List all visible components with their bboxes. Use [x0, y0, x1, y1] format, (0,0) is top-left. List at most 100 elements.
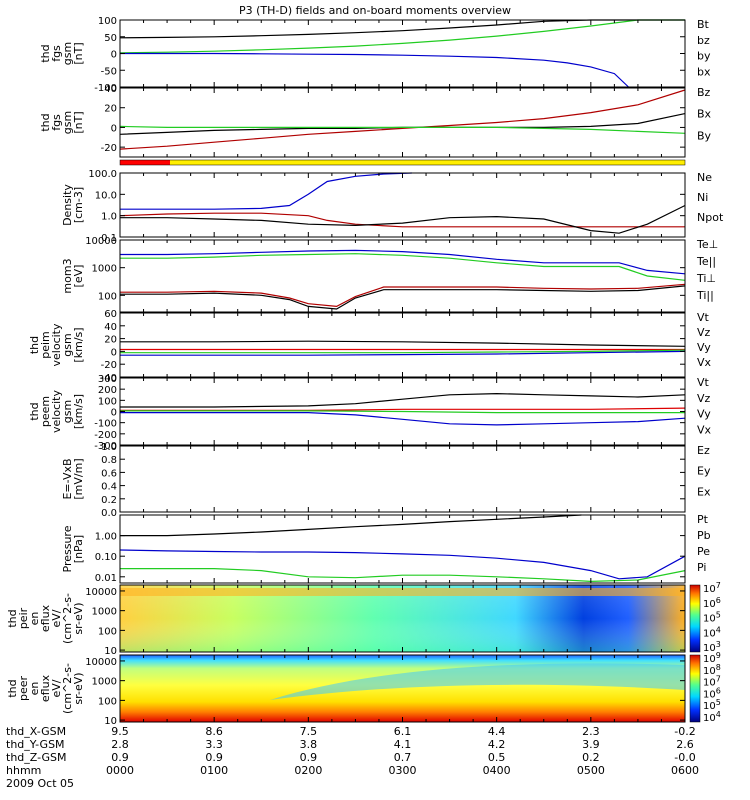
y-axis-label: gsm: [61, 111, 74, 134]
y-tick-label: 0.6: [101, 468, 117, 479]
y-axis-label: [nT]: [72, 111, 85, 133]
y-tick-label: 0.2: [101, 495, 117, 506]
y-axis-label: mom3: [61, 258, 74, 293]
y-tick-label: 0.10: [95, 552, 117, 563]
y-tick-label: 50: [104, 33, 117, 44]
footer-value: 0.5: [488, 751, 506, 764]
legend-label: Pi: [697, 561, 706, 574]
y-axis-label: [km/s]: [72, 394, 85, 429]
y-tick-label: 0.1: [101, 233, 117, 244]
footer-label: thd_Y-GSM: [6, 738, 65, 751]
y-tick-label: 0.8: [101, 455, 117, 466]
footer-value: 4.2: [488, 738, 506, 751]
y-axis-label: velocity: [50, 390, 63, 433]
y-axis-label: Density: [61, 184, 74, 226]
mode-bar-fast: [120, 160, 170, 165]
series-line-Vt: [120, 340, 686, 347]
x-tick-label: 0200: [294, 764, 322, 777]
colorbar-tick-label: 107: [703, 581, 721, 595]
series-line-Vx: [120, 412, 686, 426]
footer-value: 8.6: [205, 725, 223, 738]
legend-label: Vy: [697, 341, 711, 354]
series-line-Npot: [120, 172, 412, 210]
y-axis-label: eV/: [50, 679, 63, 697]
y-tick-label: 100: [98, 396, 117, 407]
colorbar: [689, 584, 701, 653]
y-tick-label: -40: [101, 373, 117, 384]
heatmap-electron-feature: [270, 663, 685, 700]
y-axis-label: sr-eV): [72, 602, 85, 634]
y-tick-label: 0: [111, 50, 117, 61]
series-line-Bx: [119, 113, 686, 135]
panel-frame: [119, 239, 686, 313]
x-tick-label: 0400: [483, 764, 511, 777]
legend-label: Pt: [697, 513, 709, 526]
footer-value: 0.9: [300, 751, 318, 764]
legend-label: Ne: [697, 171, 712, 184]
legend-label: Te⊥: [696, 238, 718, 251]
y-tick-label: 100.0: [88, 169, 117, 180]
colorbar-tick-label: 105: [703, 611, 721, 625]
footer-value: 0.2: [582, 751, 600, 764]
y-tick-label: 1.00: [95, 532, 117, 543]
chart-title: P3 (TH-D) fields and on-board moments ov…: [239, 4, 511, 17]
colorbar-tick-label: 106: [703, 596, 721, 610]
footer-value: 9.5: [111, 725, 129, 738]
legend-label: Vz: [697, 392, 711, 405]
legend-label: Ex: [697, 485, 711, 498]
y-tick-label: 40: [104, 84, 117, 95]
footer-value: 6.1: [394, 725, 412, 738]
y-axis-label: (cm^2-s-: [61, 663, 74, 714]
legend-label: Ez: [697, 444, 710, 457]
y-axis-label: [km/s]: [72, 327, 85, 362]
legend-label: bx: [697, 65, 711, 78]
y-tick-label: 10000: [85, 587, 117, 598]
y-tick-label: 10000: [85, 236, 117, 247]
heatmap-ion-shading: [120, 585, 685, 652]
y-axis-label: [eV]: [72, 265, 85, 288]
colorbar-tick-label: 104: [703, 710, 721, 724]
y-axis-label: peer: [17, 676, 30, 702]
y-tick-label: 20: [104, 335, 117, 346]
y-axis-label: fgs: [50, 114, 63, 131]
legend-label: Pb: [697, 529, 711, 542]
y-axis-label: en: [28, 682, 41, 696]
y-tick-label: 0: [111, 408, 117, 419]
footer-value: 3.9: [582, 738, 600, 751]
y-tick-label: 300: [98, 374, 117, 385]
y-tick-label: -50: [101, 66, 117, 77]
y-tick-label: -200: [94, 430, 117, 441]
y-axis-label: peem: [39, 396, 52, 427]
x-tick-label: 0600: [671, 764, 699, 777]
legend-label: Bt: [697, 18, 710, 31]
footer-date: 2009 Oct 05: [6, 777, 74, 790]
legend-label: by: [697, 50, 711, 63]
x-tick-label: 0500: [577, 764, 605, 777]
footer-value: 2.8: [111, 738, 129, 751]
y-tick-label: 1000: [92, 677, 117, 688]
y-axis-label: [nT]: [72, 42, 85, 64]
footer-label: hhmm: [6, 764, 41, 777]
mode-bar-frame: [119, 159, 686, 166]
series-line-bx: [120, 52, 629, 88]
panel-frame: [119, 445, 686, 513]
y-axis-label: sr-eV): [72, 672, 85, 704]
y-tick-label: 40: [104, 322, 117, 333]
y-tick-label: 10000: [85, 657, 117, 668]
y-axis-label: fgs: [50, 45, 63, 62]
legend-label: Vy: [697, 408, 711, 421]
y-axis-label: [mV/m]: [72, 458, 85, 499]
legend-label: Vt: [697, 311, 710, 324]
legend-label: Bx: [697, 108, 712, 121]
footer-value: 2.6: [676, 738, 694, 751]
y-tick-label: 0.0: [101, 508, 117, 519]
y-tick-label: 0: [111, 347, 117, 358]
y-tick-label: 1000: [92, 264, 117, 275]
footer-value: 4.4: [488, 725, 506, 738]
footer-value: 0.7: [394, 751, 412, 764]
footer-label: thd_X-GSM: [6, 725, 66, 738]
y-axis-label: peim: [39, 331, 52, 359]
y-axis-label: eflux: [39, 604, 52, 632]
footer-value: 7.5: [300, 725, 318, 738]
